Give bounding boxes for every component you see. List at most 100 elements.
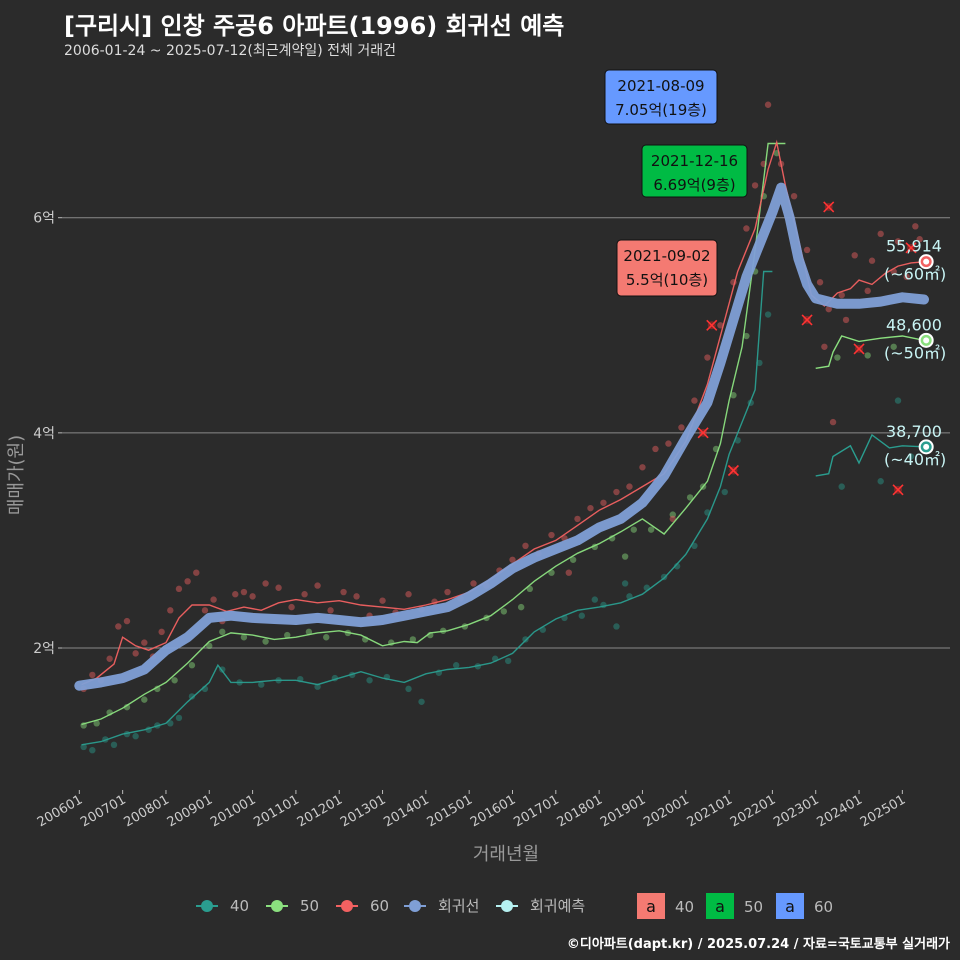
x-tick-label: 201001 xyxy=(208,792,258,830)
forecast-value-50: 48,600 xyxy=(886,315,942,334)
data-point-late xyxy=(868,257,876,264)
data-point-60 xyxy=(301,591,308,598)
forecast-point-center xyxy=(923,337,930,344)
data-point-60 xyxy=(717,322,724,329)
data-point-60 xyxy=(704,354,711,361)
x-tick-label: 201501 xyxy=(425,792,475,830)
data-point-60 xyxy=(522,542,529,550)
legend-tag: a 40 xyxy=(637,893,694,919)
forecast-area-60: (~60㎡) xyxy=(884,265,946,284)
data-point-50 xyxy=(93,720,100,727)
legend-tag: a 60 xyxy=(776,893,833,919)
data-point-50 xyxy=(240,634,248,641)
data-point-60 xyxy=(379,597,386,604)
data-point-40 xyxy=(734,437,741,444)
data-point-late xyxy=(842,316,850,324)
data-point-60 xyxy=(158,628,165,636)
data-point-60 xyxy=(175,585,183,593)
x-tick-label: 201401 xyxy=(381,792,431,830)
data-point-60 xyxy=(838,291,845,299)
legend-dot xyxy=(409,900,421,912)
data-point-60 xyxy=(262,580,269,587)
legend-item: 회귀선 xyxy=(404,897,479,915)
outlier-cross xyxy=(892,484,904,496)
x-tick-label: 202401 xyxy=(815,792,865,830)
legend-tag-box xyxy=(776,893,804,919)
outlier-cross xyxy=(727,464,739,477)
data-point-40 xyxy=(691,542,698,550)
data-point-60 xyxy=(132,650,139,657)
forecast-point-center xyxy=(923,443,930,450)
legend-dot xyxy=(201,900,213,912)
data-point-late xyxy=(894,397,902,404)
callout-date: 2021-08-09 xyxy=(617,77,704,95)
forecast-area-40: (~40㎡) xyxy=(884,450,946,469)
forecast-value-40: 38,700 xyxy=(886,422,942,441)
outlier-marker xyxy=(905,242,917,254)
forecast-point-center xyxy=(923,258,930,265)
x-tick-label: 201101 xyxy=(251,792,301,830)
x-tick-label: 201301 xyxy=(338,792,388,830)
data-point-late xyxy=(877,478,884,485)
data-point-60 xyxy=(288,603,295,611)
x-tick-label: 202301 xyxy=(771,792,821,830)
x-tick-label: 202501 xyxy=(858,792,908,830)
data-point-50 xyxy=(517,603,525,611)
late-points-2 xyxy=(838,397,915,490)
data-point-late xyxy=(894,238,902,245)
data-point-60 xyxy=(509,556,516,563)
regression-line xyxy=(74,182,929,691)
source-credit: ©디아파트(dapt.kr) / 2025.07.24 / 자료=국토교통부 실… xyxy=(566,937,950,952)
legend-label: 40 xyxy=(230,897,249,915)
forecast-area-50: (~50㎡) xyxy=(884,343,946,362)
legend-tag-glyph: a xyxy=(715,897,725,916)
outlier-cross xyxy=(801,314,813,326)
x-tick-label: 200701 xyxy=(78,792,128,830)
data-point-60 xyxy=(764,101,772,108)
x-tick-label: 200601 xyxy=(35,792,85,830)
data-point-60 xyxy=(678,424,685,431)
data-point-40 xyxy=(314,683,321,690)
outlier-marker xyxy=(706,319,718,331)
data-point-60 xyxy=(877,230,884,238)
data-point-40 xyxy=(626,593,633,600)
data-point-60 xyxy=(790,192,798,200)
data-point-50 xyxy=(219,628,226,636)
data-point-60 xyxy=(167,607,174,614)
outlier-marker xyxy=(801,314,813,326)
callout-box xyxy=(641,144,748,198)
series-line-60 xyxy=(81,139,925,686)
data-point-late xyxy=(821,343,828,350)
data-point-60 xyxy=(864,287,871,295)
y-tick-label: 2억 xyxy=(33,641,55,657)
callout-40: 2021-09-02 5.5억(10층) xyxy=(616,239,718,297)
data-point-50 xyxy=(188,662,196,669)
data-point-50 xyxy=(621,553,629,560)
data-point-40 xyxy=(452,662,460,669)
legend-tag-label: 60 xyxy=(814,898,833,916)
data-point-late xyxy=(912,223,919,230)
data-point-50 xyxy=(323,634,330,641)
data-point-50 xyxy=(730,391,737,399)
callout-price: 5.5억(10층) xyxy=(626,271,708,289)
data-point-60 xyxy=(210,596,217,603)
data-point-40 xyxy=(613,623,620,630)
callout-price: 6.69억(9층) xyxy=(653,176,735,194)
series-line-late-40 xyxy=(815,433,925,477)
x-tick-label: 201801 xyxy=(555,792,605,830)
data-point-60 xyxy=(829,418,837,426)
data-point-60 xyxy=(565,569,573,576)
data-point-60 xyxy=(106,655,113,662)
data-point-50 xyxy=(647,526,655,533)
chart-subtitle: 2006-01-24 ~ 2025-07-12(최근계약일) 전체 거래건 xyxy=(64,43,396,59)
data-point-60 xyxy=(600,499,607,506)
data-point-60 xyxy=(639,464,646,471)
legend-tag-label: 40 xyxy=(675,898,694,916)
data-point-60 xyxy=(743,225,750,232)
chart-title: [구리시] 인창 주공6 아파트(1996) 회귀선 예측 xyxy=(64,12,565,40)
x-tick-label: 202001 xyxy=(641,792,691,830)
data-point-late xyxy=(907,453,915,460)
legend-label: 회귀예측 xyxy=(530,897,585,915)
x-tick-label: 202101 xyxy=(685,792,735,830)
data-point-late xyxy=(864,352,871,359)
